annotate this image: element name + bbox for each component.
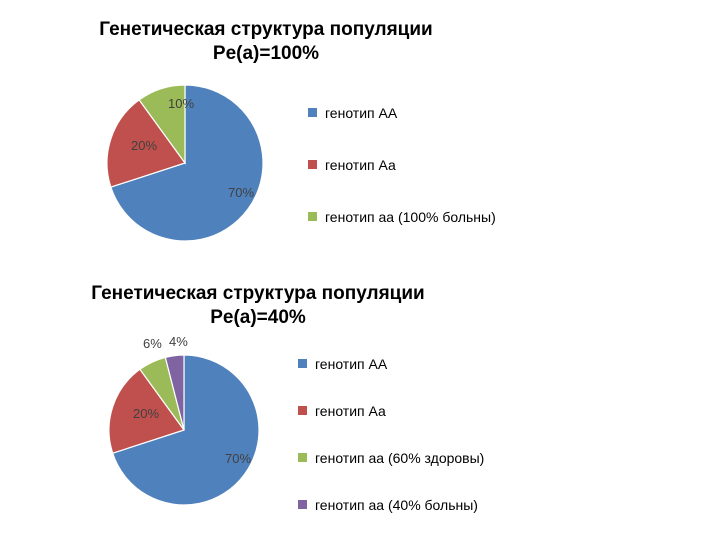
chart-title: Генетическая структура популяции Pe(a)=1…	[96, 18, 436, 66]
legend-item-2: генотип Аа	[298, 403, 386, 419]
chart-title-line-1: Генетическая структура популяции	[99, 19, 433, 40]
legend-label: генотип аа (60% здоровы)	[315, 450, 485, 466]
legend-swatch	[308, 160, 317, 169]
slice-data-label-2: 20%	[133, 406, 159, 421]
pie-slice-1	[111, 354, 260, 506]
legend-label: генотип Аа	[325, 157, 396, 173]
legend-item-3: генотип аа (100% больны)	[308, 209, 496, 225]
slice-data-label-1: 70%	[228, 185, 254, 200]
chart-title-line-2: Pe(a)=40%	[210, 307, 306, 328]
legend-label: генотип аа (40% больны)	[315, 497, 478, 513]
pie-plot: 70% 20% 6% 4%	[108, 334, 260, 506]
legend-item-1: генотип АА	[308, 105, 397, 121]
legend-swatch	[308, 212, 317, 221]
slice-data-label-3: 10%	[168, 96, 194, 111]
legend-item-1: генотип АА	[298, 356, 387, 372]
legend-swatch	[298, 406, 307, 415]
chart-title-line-2: Pe(a)=100%	[212, 43, 320, 64]
legend-item-3: генотип аа (60% здоровы)	[298, 450, 484, 466]
legend-label: генотип аа (100% больны)	[325, 209, 496, 225]
legend-item-2: генотип Аа	[308, 157, 396, 173]
pie-slice-1	[110, 84, 264, 242]
slice-data-label-4: 4%	[169, 334, 188, 349]
slice-data-label-3: 6%	[143, 336, 162, 351]
legend-label: генотип Аа	[315, 403, 386, 419]
slice-data-label-1: 70%	[225, 451, 251, 466]
legend-swatch	[298, 359, 307, 368]
pie-plot: 70% 20% 10%	[106, 84, 264, 242]
legend-label: генотип АА	[325, 105, 398, 121]
pie-slice-2	[106, 99, 186, 188]
legend-swatch	[298, 500, 307, 509]
pie-slice-2	[108, 368, 185, 454]
legend-swatch	[308, 108, 317, 117]
pie-chart-2: Генетическая структура популяции Pe(a)=4…	[0, 270, 720, 540]
chart-title: Генетическая структура популяции Pe(a)=4…	[88, 282, 428, 330]
slice-data-label-2: 20%	[131, 138, 157, 153]
legend-swatch	[298, 453, 307, 462]
pie-slice-4	[164, 354, 185, 431]
legend-item-4: генотип аа (40% больны)	[298, 497, 478, 513]
chart-title-line-1: Генетическая структура популяции	[91, 283, 425, 304]
pie-chart-1: Генетическая структура популяции Pe(a)=1…	[0, 0, 720, 265]
legend-label: генотип АА	[315, 356, 388, 372]
pie-slice-3	[138, 84, 186, 165]
